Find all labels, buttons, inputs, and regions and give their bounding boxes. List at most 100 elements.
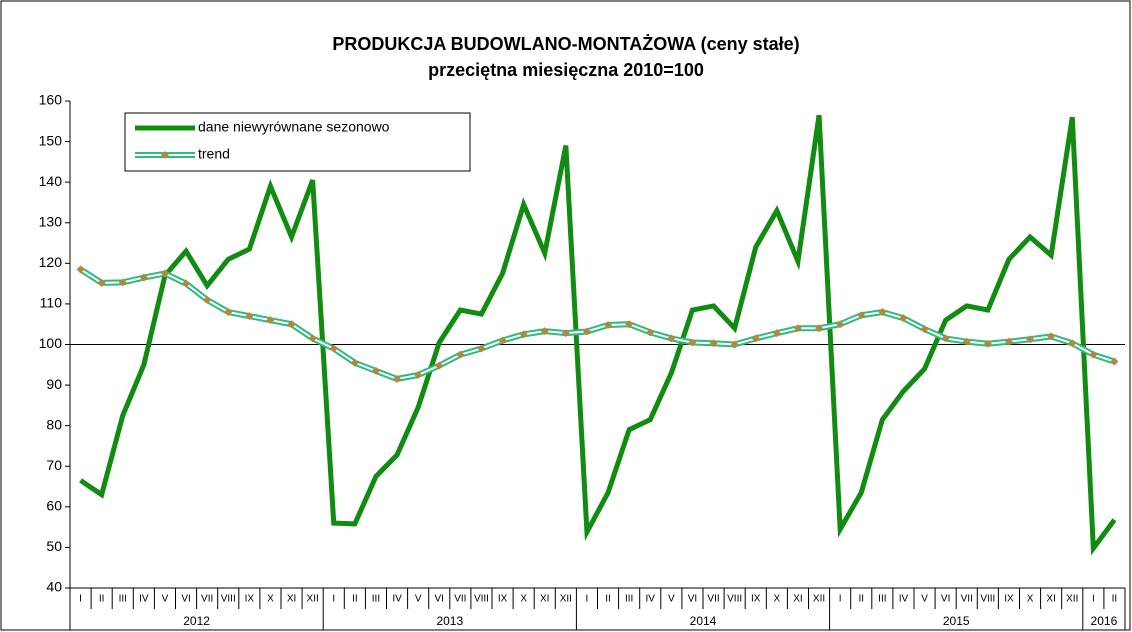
trend-marker bbox=[435, 361, 444, 370]
x-tick-label: I bbox=[332, 594, 335, 605]
year-label: 2012 bbox=[183, 614, 210, 628]
trend-marker bbox=[920, 325, 929, 334]
trend-marker bbox=[1089, 350, 1098, 359]
y-tick-label: 150 bbox=[39, 132, 63, 148]
x-tick-label: V bbox=[921, 594, 928, 605]
x-tick-label: VI bbox=[688, 594, 697, 605]
y-tick-label: 100 bbox=[39, 335, 63, 351]
legend-marker bbox=[161, 151, 169, 159]
x-tick-label: X bbox=[774, 594, 781, 605]
trend-marker bbox=[625, 320, 634, 329]
x-tick-label: XII bbox=[813, 594, 825, 605]
trend-marker bbox=[76, 265, 85, 274]
trend-marker bbox=[414, 370, 423, 379]
trend-marker bbox=[899, 314, 908, 323]
trend-marker bbox=[160, 269, 169, 278]
x-tick-label: IV bbox=[392, 594, 402, 605]
x-tick-label: III bbox=[625, 594, 633, 605]
trend-marker bbox=[1004, 337, 1013, 346]
x-tick-label: XII bbox=[1066, 594, 1078, 605]
y-tick-label: 60 bbox=[46, 498, 62, 514]
y-tick-label: 50 bbox=[46, 538, 62, 554]
x-tick-label: VIII bbox=[980, 594, 995, 605]
x-tick-label: V bbox=[415, 594, 422, 605]
trend-marker bbox=[97, 278, 106, 287]
trend-marker bbox=[793, 324, 802, 333]
series-line bbox=[79, 114, 1117, 556]
trend-line-inner bbox=[80, 268, 1115, 381]
trend-marker bbox=[667, 334, 676, 343]
y-tick-label: 90 bbox=[46, 376, 62, 392]
x-tick-label: III bbox=[878, 594, 886, 605]
trend-marker bbox=[498, 336, 507, 345]
x-tick-label: XI bbox=[793, 594, 802, 605]
x-tick-label: VIII bbox=[221, 594, 236, 605]
y-tick-label: 70 bbox=[46, 457, 62, 473]
trend-marker bbox=[751, 334, 760, 343]
x-tick-label: X bbox=[520, 594, 527, 605]
trend-marker bbox=[182, 279, 191, 288]
y-tick-label: 160 bbox=[39, 92, 63, 108]
year-label: 2016 bbox=[1091, 614, 1118, 628]
trend-marker bbox=[941, 334, 950, 343]
y-tick-label: 140 bbox=[39, 173, 63, 189]
x-tick-label: II bbox=[605, 594, 611, 605]
x-tick-label: I bbox=[839, 594, 842, 605]
trend-marker bbox=[857, 311, 866, 320]
trend-marker bbox=[519, 330, 528, 339]
trend-marker bbox=[371, 366, 380, 375]
x-tick-label: VII bbox=[707, 594, 719, 605]
trend-marker bbox=[730, 340, 739, 349]
x-tick-label: IX bbox=[1004, 594, 1014, 605]
x-tick-label: I bbox=[1092, 594, 1095, 605]
trend-marker bbox=[350, 358, 359, 367]
legend-box bbox=[124, 112, 471, 172]
trend-marker bbox=[203, 295, 212, 304]
trend-marker bbox=[688, 338, 697, 347]
x-tick-label: II bbox=[858, 594, 864, 605]
year-label: 2014 bbox=[690, 614, 717, 628]
x-tick-label: I bbox=[586, 594, 589, 605]
x-tick-label: VI bbox=[181, 594, 190, 605]
trend-marker bbox=[815, 324, 824, 333]
x-tick-label: V bbox=[668, 594, 675, 605]
x-tick-label: IV bbox=[646, 594, 656, 605]
y-tick-label: 40 bbox=[46, 579, 62, 595]
year-label: 2013 bbox=[436, 614, 463, 628]
y-tick-label: 120 bbox=[39, 254, 63, 270]
x-tick-label: III bbox=[372, 594, 380, 605]
trend-marker bbox=[456, 350, 465, 359]
x-tick-label: X bbox=[267, 594, 274, 605]
x-tick-label: VIII bbox=[727, 594, 742, 605]
chart-subtitle: przeciętna miesięczna 2010=100 bbox=[428, 60, 704, 80]
x-tick-label: II bbox=[352, 594, 358, 605]
trend-marker bbox=[540, 327, 549, 336]
x-tick-label: V bbox=[162, 594, 169, 605]
trend-marker bbox=[878, 308, 887, 317]
x-tick-label: IV bbox=[899, 594, 909, 605]
trend-marker bbox=[1068, 339, 1077, 348]
legend-label: trend bbox=[198, 146, 230, 162]
x-tick-label: II bbox=[1112, 594, 1118, 605]
trend-marker bbox=[962, 337, 971, 346]
trend-marker bbox=[308, 334, 317, 343]
x-tick-label: IX bbox=[245, 594, 255, 605]
legend-label: dane niewyrównane sezonowo bbox=[198, 119, 390, 135]
x-tick-label: VII bbox=[961, 594, 973, 605]
x-tick-label: VI bbox=[435, 594, 444, 605]
x-tick-label: XI bbox=[1046, 594, 1055, 605]
x-tick-label: IX bbox=[751, 594, 761, 605]
x-tick-label: VII bbox=[201, 594, 213, 605]
trend-marker bbox=[772, 329, 781, 338]
x-tick-label: IX bbox=[498, 594, 508, 605]
x-tick-label: X bbox=[1027, 594, 1034, 605]
x-tick-label: XI bbox=[540, 594, 549, 605]
trend-marker bbox=[245, 312, 254, 321]
x-tick-label: II bbox=[99, 594, 105, 605]
trend-marker bbox=[604, 321, 613, 330]
x-tick-label: VIII bbox=[474, 594, 489, 605]
trend-marker bbox=[646, 328, 655, 337]
trend-marker bbox=[139, 273, 148, 282]
